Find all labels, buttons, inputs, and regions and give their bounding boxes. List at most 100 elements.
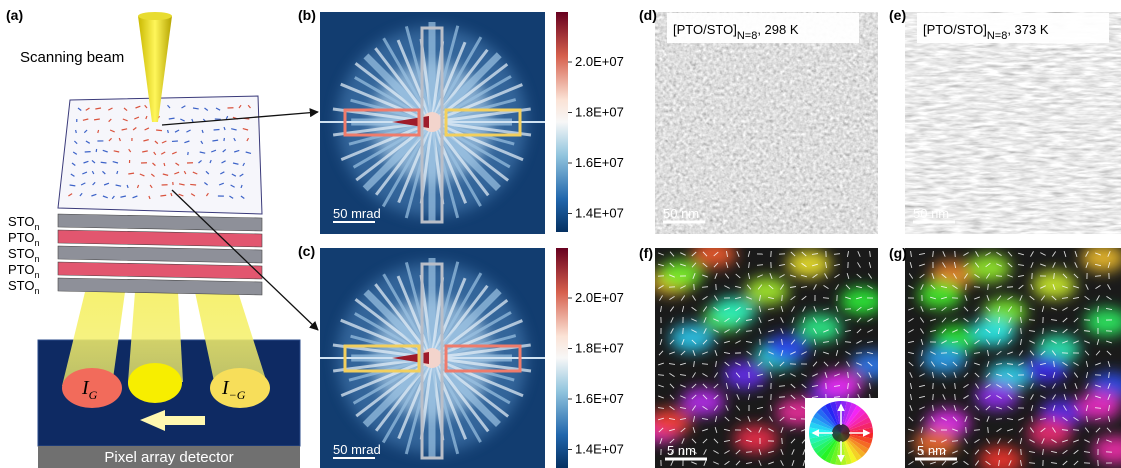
polar-arrow <box>866 340 874 344</box>
polar-arrow <box>811 384 819 388</box>
polar-arrow <box>963 339 969 345</box>
polar-arrow <box>1041 339 1045 345</box>
polar-arrow <box>658 427 664 433</box>
polar-arrow <box>681 305 685 313</box>
polar-arrow <box>1105 308 1113 310</box>
polar-arrow <box>812 373 818 377</box>
polar-arrow <box>1050 319 1058 321</box>
polar-arrow <box>1051 350 1057 356</box>
polar-arrow <box>715 360 717 368</box>
polar-arrow <box>69 184 76 187</box>
stem-image <box>655 12 878 234</box>
polar-arrow <box>1084 340 1090 344</box>
polar-arrow <box>1040 350 1046 356</box>
polar-arrow <box>724 460 730 466</box>
polar-arrow <box>82 171 88 175</box>
polar-arrow <box>770 404 772 412</box>
polar-arrow <box>758 460 762 466</box>
box-l <box>343 108 421 137</box>
polar-arrow <box>942 383 946 389</box>
polar-arrow <box>79 192 83 197</box>
polar-arrow <box>724 361 730 367</box>
polar-arrow <box>669 394 675 400</box>
polar-arrow <box>1018 350 1024 356</box>
polar-arrow <box>223 126 226 131</box>
polar-arrow <box>758 305 762 313</box>
panel-label: (a) <box>6 7 23 23</box>
polar-arrow <box>930 461 936 465</box>
layer <box>57 229 263 248</box>
polar-arrow <box>1072 297 1080 299</box>
polar-arrow <box>1042 448 1044 456</box>
polar-arrow <box>85 107 90 111</box>
polar-arrow <box>825 261 827 269</box>
direct-beam <box>128 292 183 382</box>
ray <box>430 357 460 455</box>
polar-arrow <box>1007 373 1013 377</box>
polar-arrow <box>186 129 191 133</box>
polar-arrow <box>1083 307 1091 311</box>
polar-arrow <box>171 151 177 155</box>
polar-arrow <box>1062 340 1068 344</box>
polar-arrow <box>791 449 795 455</box>
polar-arrow <box>660 305 662 313</box>
polar-arrow <box>1074 251 1078 257</box>
detector-base <box>38 446 300 468</box>
polar-arrow <box>834 361 840 367</box>
polar-arrow <box>781 437 783 445</box>
polar-arrow <box>702 295 708 301</box>
polar-arrow <box>702 339 708 345</box>
polar-arrow <box>789 286 797 288</box>
polar-arrow <box>736 262 740 268</box>
polar-arrow <box>767 308 775 310</box>
polar-arrow <box>178 193 184 197</box>
polar-arrow <box>974 317 980 323</box>
polar-arrow <box>1007 339 1013 345</box>
polar-arrow <box>1039 374 1047 376</box>
ray <box>430 121 460 219</box>
polar-arrow <box>680 252 686 256</box>
polar-arrow <box>1074 394 1078 400</box>
polar-arrow <box>702 306 708 312</box>
polar-arrow <box>679 374 687 376</box>
polar-arrow <box>109 129 115 133</box>
polar-arrow <box>691 318 697 322</box>
domain <box>1032 271 1076 299</box>
layer <box>57 277 263 296</box>
polar-arrow <box>139 173 145 177</box>
polar-arrow <box>1062 328 1068 334</box>
polar-arrow <box>1096 438 1100 444</box>
polar-arrow <box>790 383 796 389</box>
polar-arrow <box>713 318 719 322</box>
polar-arrow <box>953 261 957 269</box>
ray <box>430 121 468 204</box>
polar-arrow <box>1040 252 1046 256</box>
polar-arrow <box>1019 437 1023 445</box>
polar-arrow <box>115 184 122 187</box>
ray <box>381 121 434 208</box>
polar-arrow <box>930 428 936 432</box>
panel-f: 5 nm (f) <box>639 245 878 468</box>
domain <box>840 287 878 315</box>
polar-arrow <box>758 350 762 356</box>
polar-arrow <box>855 296 863 300</box>
polar-arrow <box>929 450 937 454</box>
polar-arrow <box>102 149 108 153</box>
panel-label: (c) <box>298 243 315 259</box>
polar-arrow <box>867 307 873 311</box>
polar-arrow <box>205 170 210 175</box>
polar-arrow <box>75 129 77 134</box>
domain <box>655 408 692 436</box>
polar-arrow <box>659 339 663 345</box>
polar-arrow <box>1083 330 1091 332</box>
polar-arrow <box>1073 439 1079 443</box>
polar-arrow <box>1039 406 1047 410</box>
polar-arrow <box>824 273 828 279</box>
polar-arrow <box>168 117 175 120</box>
polar-arrow <box>724 317 730 323</box>
scale-label: 5 nm <box>667 443 696 458</box>
panel-a: (a) Scanning beam Pixel array detector I… <box>6 7 319 468</box>
title-rest: , 298 K <box>757 22 799 37</box>
layer-label: STOn <box>8 246 40 264</box>
polar-arrow <box>247 104 251 109</box>
